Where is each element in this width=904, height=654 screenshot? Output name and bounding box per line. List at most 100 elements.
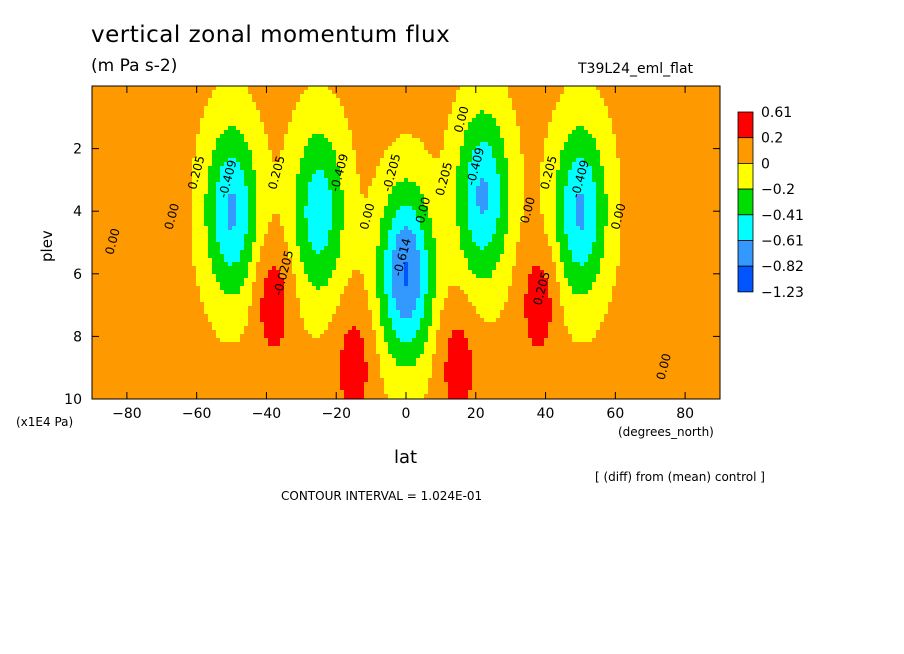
field-cell: [660, 198, 665, 203]
field-cell: [700, 106, 705, 111]
field-cell: [124, 102, 129, 107]
field-cell: [284, 118, 289, 123]
field-cell: [160, 170, 165, 175]
field-cell: [148, 146, 153, 151]
field-cell: [392, 154, 397, 159]
field-cell: [288, 170, 293, 175]
field-cell: [412, 182, 417, 187]
field-cell: [480, 142, 485, 147]
field-cell: [356, 102, 361, 107]
field-cell: [92, 102, 97, 107]
field-cell: [340, 194, 345, 199]
field-cell: [160, 86, 165, 91]
field-cell: [696, 190, 701, 195]
field-cell: [344, 130, 349, 135]
field-cell: [124, 170, 129, 175]
field-cell: [540, 102, 545, 107]
field-cell: [624, 150, 629, 155]
field-cell: [292, 194, 297, 199]
field-cell: [312, 98, 317, 103]
field-cell: [408, 98, 413, 103]
field-cell: [392, 202, 397, 207]
field-cell: [368, 154, 373, 159]
field-cell: [96, 206, 101, 211]
field-cell: [620, 86, 625, 91]
field-cell: [432, 94, 437, 99]
field-cell: [680, 194, 685, 199]
field-cell: [220, 142, 225, 147]
field-cell: [364, 190, 369, 195]
field-cell: [512, 170, 517, 175]
field-cell: [292, 206, 297, 211]
field-cell: [544, 142, 549, 147]
field-cell: [104, 134, 109, 139]
field-cell: [348, 182, 353, 187]
field-cell: [204, 122, 209, 127]
field-cell: [568, 94, 573, 99]
field-cell: [488, 194, 493, 199]
field-cell: [236, 118, 241, 123]
field-cell: [216, 154, 221, 159]
field-cell: [616, 206, 621, 211]
field-cell: [104, 158, 109, 163]
field-cell: [180, 94, 185, 99]
field-cell: [420, 106, 425, 111]
field-cell: [712, 170, 717, 175]
field-cell: [592, 122, 597, 127]
field-cell: [624, 90, 629, 95]
field-cell: [488, 106, 493, 111]
field-cell: [584, 106, 589, 111]
field-cell: [372, 94, 377, 99]
field-cell: [460, 106, 465, 111]
field-cell: [532, 138, 537, 143]
field-cell: [624, 186, 629, 191]
field-cell: [236, 150, 241, 155]
field-cell: [584, 154, 589, 159]
field-cell: [240, 210, 245, 215]
field-cell: [456, 202, 461, 207]
field-cell: [468, 194, 473, 199]
field-cell: [656, 186, 661, 191]
field-cell: [260, 110, 265, 115]
field-cell: [412, 126, 417, 131]
field-cell: [292, 150, 297, 155]
field-cell: [468, 106, 473, 111]
field-cell: [160, 158, 165, 163]
field-cell: [220, 114, 225, 119]
field-cell: [244, 150, 249, 155]
field-cell: [656, 110, 661, 115]
field-cell: [560, 138, 565, 143]
field-cell: [112, 182, 117, 187]
field-cell: [672, 86, 677, 91]
field-cell: [384, 198, 389, 203]
field-cell: [408, 142, 413, 147]
field-cell: [364, 118, 369, 123]
field-cell: [168, 154, 173, 159]
field-cell: [636, 138, 641, 143]
field-cell: [500, 174, 505, 179]
field-cell: [280, 162, 285, 167]
field-cell: [380, 162, 385, 167]
field-cell: [440, 102, 445, 107]
field-cell: [676, 194, 681, 199]
field-cell: [312, 130, 317, 135]
field-cell: [628, 130, 633, 135]
field-cell: [388, 154, 393, 159]
field-cell: [468, 114, 473, 119]
field-cell: [132, 94, 137, 99]
field-cell: [248, 86, 253, 91]
field-cell: [624, 190, 629, 195]
field-cell: [560, 190, 565, 195]
field-cell: [216, 126, 221, 131]
field-cell: [276, 166, 281, 171]
field-cell: [692, 102, 697, 107]
field-cell: [392, 114, 397, 119]
field-cell: [164, 166, 169, 171]
field-cell: [332, 142, 337, 147]
field-cell: [216, 138, 221, 143]
field-cell: [324, 170, 329, 175]
field-cell: [264, 198, 269, 203]
field-cell: [164, 126, 169, 131]
field-cell: [608, 110, 613, 115]
field-cell: [320, 94, 325, 99]
